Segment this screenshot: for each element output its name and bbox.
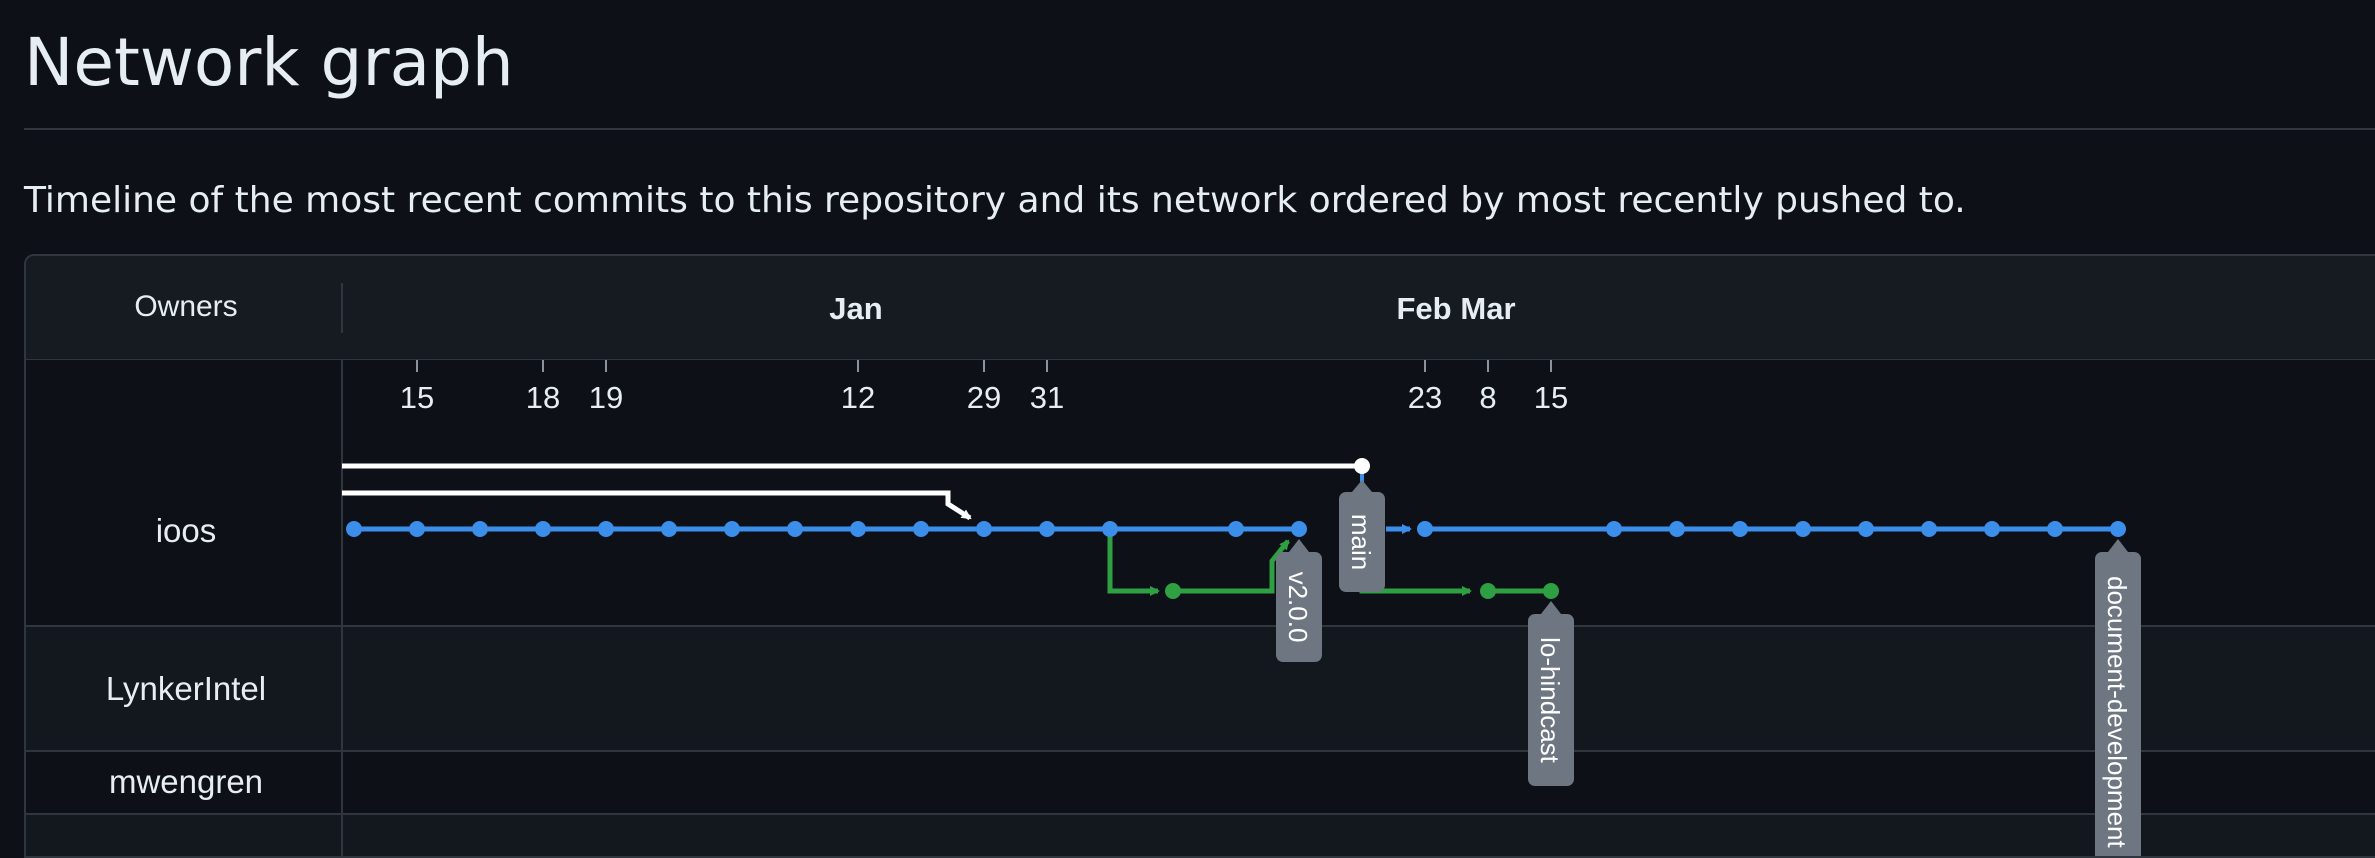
commit-dot[interactable]: [2047, 521, 2063, 537]
commit-dot[interactable]: [1984, 521, 2000, 537]
commit-dot[interactable]: [724, 521, 740, 537]
branch-label-lo-text: lo-hindcast: [1535, 637, 1565, 764]
commit-dot[interactable]: [1165, 583, 1181, 599]
branch-label-main[interactable]: main: [1339, 480, 1385, 592]
commit-dot[interactable]: [346, 521, 362, 537]
commit-dot[interactable]: [850, 521, 866, 537]
commit-dot[interactable]: [1480, 583, 1496, 599]
day-label: 15: [1534, 380, 1568, 415]
commit-dot[interactable]: [472, 521, 488, 537]
branch-label-document-development[interactable]: document-development: [2095, 539, 2141, 856]
title-divider: [24, 128, 2375, 130]
commit-dot[interactable]: [1354, 458, 1370, 474]
fork-line-second: [342, 490, 972, 521]
day-label: 8: [1479, 380, 1496, 415]
branch-label-v2[interactable]: v2.0.0: [1276, 539, 1322, 662]
day-label: 12: [841, 380, 875, 415]
day-label: 31: [1030, 380, 1064, 415]
commit-dot[interactable]: [2110, 521, 2126, 537]
commit-dot[interactable]: [1417, 521, 1433, 537]
branch-merge-v2: [1173, 539, 1290, 594]
commit-dot[interactable]: [1039, 521, 1055, 537]
commit-dot[interactable]: [1921, 521, 1937, 537]
branch-line-v2: [1107, 529, 1160, 596]
month-label-jan: Jan: [829, 291, 882, 326]
commit-dot[interactable]: [1543, 583, 1559, 599]
day-label: 29: [967, 380, 1001, 415]
commit-dot[interactable]: [1669, 521, 1685, 537]
commit-dot[interactable]: [976, 521, 992, 537]
commit-dot[interactable]: [598, 521, 614, 537]
month-label-feb: Feb: [1396, 291, 1451, 326]
commit-dot[interactable]: [1102, 521, 1118, 537]
day-label: 18: [526, 380, 560, 415]
page-description: Timeline of the most recent commits to t…: [24, 180, 1966, 221]
page-title: Network graph: [24, 24, 514, 101]
owner-name-lynkerintel[interactable]: LynkerIntel: [106, 670, 266, 707]
owner-name-ioos[interactable]: ioos: [156, 512, 217, 549]
day-label: 15: [400, 380, 434, 415]
commit-dot[interactable]: [661, 521, 677, 537]
owner-name-mwengren[interactable]: mwengren: [109, 763, 263, 800]
commit-dot[interactable]: [787, 521, 803, 537]
month-label-mar: Mar: [1460, 291, 1515, 326]
branch-label-doc-text: document-development: [2102, 576, 2132, 848]
commit-dot[interactable]: [1858, 521, 1874, 537]
network-graph-canvas[interactable]: Owners Jan Feb Mar 15 18 19 12 29 31 23 …: [26, 256, 2375, 856]
owner-row-next: [26, 815, 2375, 856]
commit-dot[interactable]: [1606, 521, 1622, 537]
network-graph-panel[interactable]: Owners Jan Feb Mar 15 18 19 12 29 31 23 …: [24, 254, 2375, 858]
commit-dot[interactable]: [1291, 521, 1307, 537]
graph-header-band: [26, 256, 2375, 360]
branch-label-main-text: main: [1346, 514, 1376, 570]
day-label: 19: [589, 380, 623, 415]
commit-dot[interactable]: [535, 521, 551, 537]
branch-label-lo-hindcast[interactable]: lo-hindcast: [1528, 601, 1574, 786]
owner-row-lynkerintel: [26, 627, 2375, 751]
commit-dot[interactable]: [1228, 521, 1244, 537]
commit-dot[interactable]: [913, 521, 929, 537]
commit-dot[interactable]: [1732, 521, 1748, 537]
branch-label-v2-text: v2.0.0: [1283, 572, 1313, 643]
day-label: 23: [1408, 380, 1442, 415]
owners-heading: Owners: [134, 290, 237, 323]
commit-dot[interactable]: [409, 521, 425, 537]
owner-row-mwengren: [26, 752, 2375, 814]
commit-dot[interactable]: [1795, 521, 1811, 537]
